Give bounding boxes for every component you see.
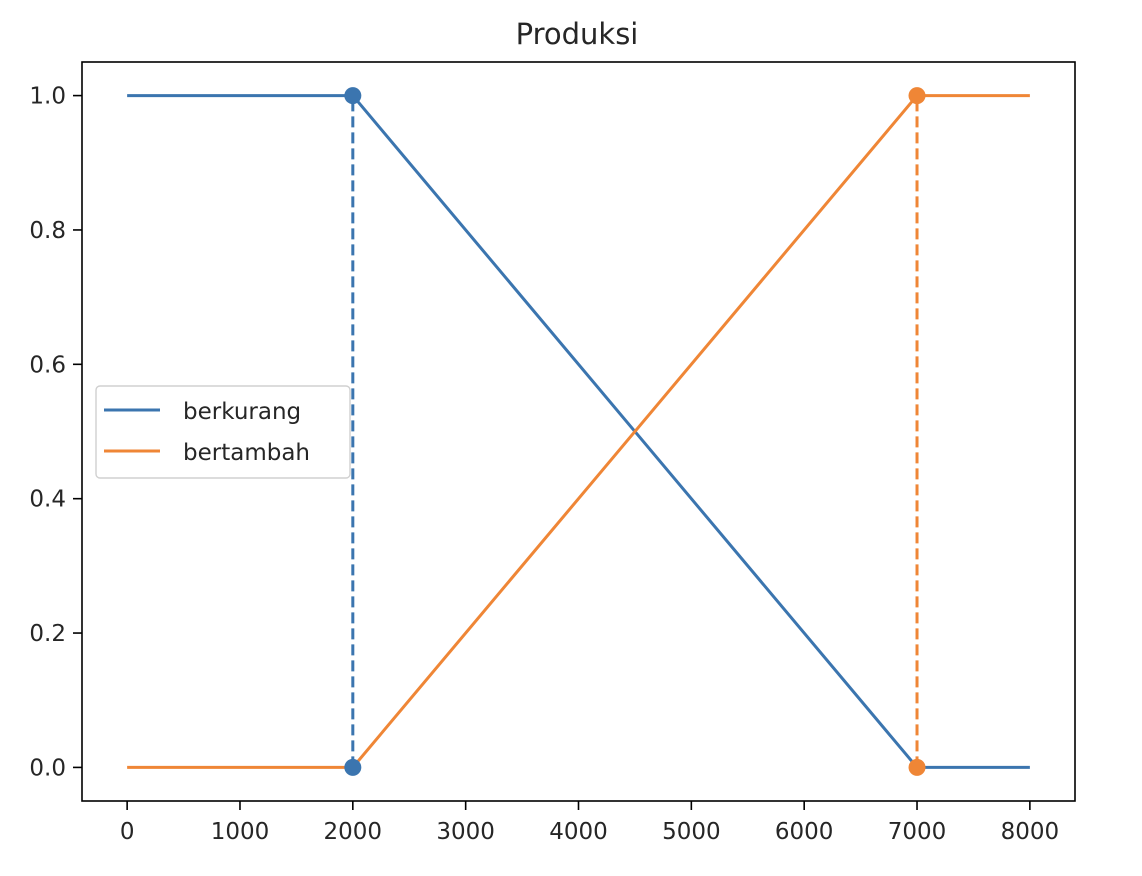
marker-berkurang	[344, 758, 362, 776]
chart-title: Produksi	[516, 17, 639, 51]
x-tick-label: 3000	[436, 819, 495, 845]
series-line-bertambah	[127, 94, 1030, 769]
y-tick-label: 1.0	[29, 84, 66, 110]
x-tick-label: 6000	[775, 819, 834, 845]
x-tick-label: 7000	[888, 819, 947, 845]
x-tick-label: 0	[120, 819, 135, 845]
plot-area: 0 1000 2000 3000 4000 5000 6000 7000 8000 0.0 0.2 0…	[29, 61, 1076, 845]
x-tick-label: 4000	[549, 819, 608, 845]
legend-label-berkurang: berkurang	[183, 399, 301, 425]
y-tick-label: 0.4	[29, 487, 66, 513]
legend-label-bertambah: bertambah	[183, 440, 310, 466]
y-tick-label: 0.0	[29, 755, 66, 781]
y-tick-label: 0.8	[29, 218, 66, 244]
y-tick-label: 0.2	[29, 621, 66, 647]
x-tick-label: 8000	[1001, 819, 1060, 845]
marker-bertambah	[908, 87, 926, 105]
x-tick-label: 2000	[324, 819, 383, 845]
x-tick-label: 1000	[211, 819, 270, 845]
marker-berkurang	[344, 87, 362, 105]
y-tick-label: 0.6	[29, 352, 66, 378]
x-tick-label: 5000	[662, 819, 721, 845]
marker-bertambah	[908, 758, 926, 776]
